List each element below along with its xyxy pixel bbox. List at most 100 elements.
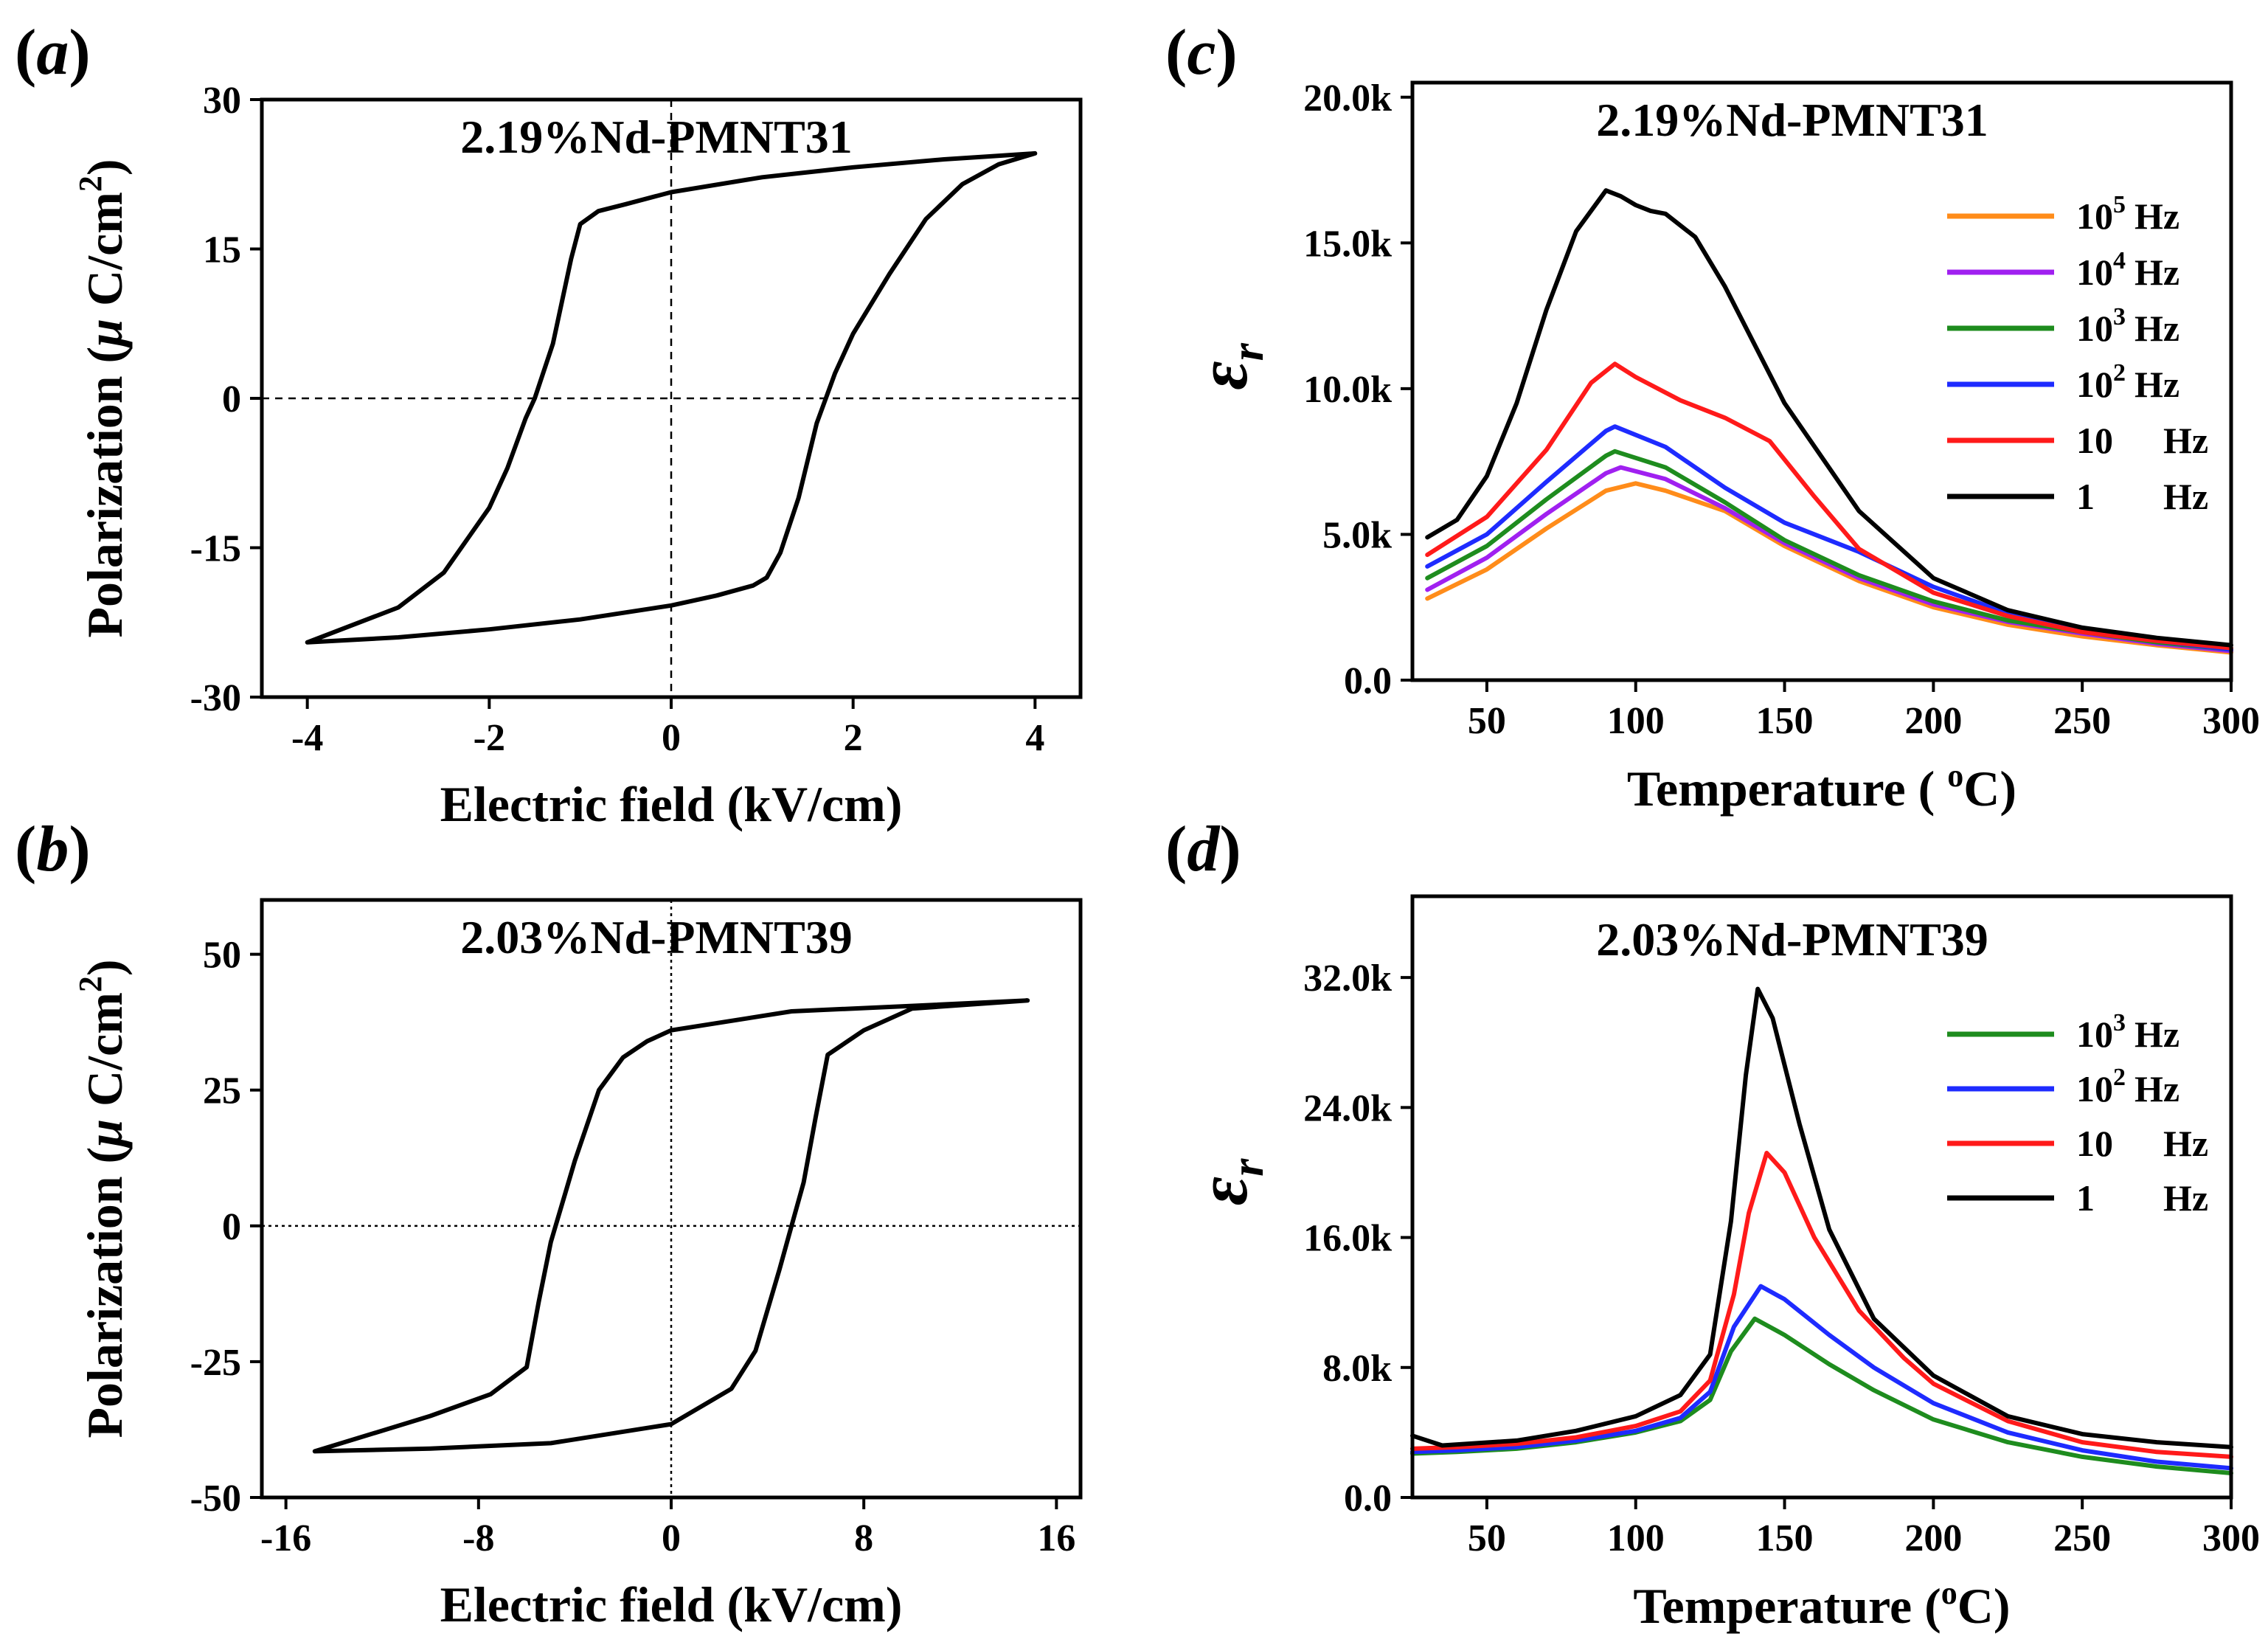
legend-exp: 3 <box>2113 303 2126 330</box>
y-axis-label: εr <box>1183 1158 1273 1205</box>
y-axis-label-mu: μ <box>77 1119 133 1149</box>
legend-label: 1 Hz <box>2076 476 2208 517</box>
y-axis-label-unit: C/cm <box>77 992 133 1119</box>
x-tick-label: 250 <box>2053 1517 2111 1559</box>
y-tick-label: -50 <box>190 1478 241 1520</box>
legend-exp: 2 <box>2113 359 2126 387</box>
panel-a: (a) -4 -2 0 2 4 -30 -15 0 15 30 2.19%Nd-PMNT31 Elect… <box>15 17 1083 832</box>
y-tick-label: 5.0k <box>1322 514 1392 556</box>
x-tick-label: 50 <box>1468 700 1506 742</box>
x-tick-label: 50 <box>1468 1517 1506 1559</box>
legend-label: 103 Hz <box>2076 1009 2179 1055</box>
x-axis-label: Temperature ( oC) <box>1627 758 2016 817</box>
legend-base: 10 <box>2076 1014 2113 1055</box>
y-tick-label: 10.0k <box>1303 369 1392 411</box>
y-axis-label-sup: 2 <box>72 976 108 992</box>
series-line-0 <box>1410 1316 2233 1475</box>
panel-c: (c) 50 100 150 200 250 300 0.0 5.0k 10.0k 15.0k 20.… <box>1165 17 2260 817</box>
panel-letter-close: ) <box>1216 17 1237 89</box>
panel-letter-open: ( <box>15 17 36 89</box>
y-axis-label-sup: 2 <box>72 176 108 192</box>
x-axis-label: Temperature (oC) <box>1633 1575 2010 1634</box>
y-tick-label: 50 <box>203 935 241 977</box>
plot-frame <box>1410 80 2233 682</box>
panel-letter: (d) <box>1165 814 1241 885</box>
series-line-0 <box>312 998 1030 1454</box>
legend-unit: Hz <box>2135 364 2179 405</box>
x-axis-label-sup: o <box>1941 1575 1957 1611</box>
x-axis-label-unit: C) <box>1957 1578 2011 1634</box>
y-axis-label-unit: C/cm <box>77 192 133 319</box>
y-tick-label: 16.0k <box>1303 1218 1392 1260</box>
chart-title: 2.03%Nd-PMNT39 <box>460 911 853 963</box>
series-line-1 <box>1410 1284 2233 1471</box>
y-tick-label: 25 <box>203 1070 241 1112</box>
x-tick-label: 0 <box>662 717 681 759</box>
legend-exp: 4 <box>2113 247 2126 274</box>
legend-unit: Hz <box>2135 1068 2179 1109</box>
legend-unit: Hz <box>2163 420 2208 461</box>
x-axis-label-main: Temperature ( <box>1633 1578 1941 1634</box>
legend-label: 102 Hz <box>2076 359 2179 405</box>
series-line-0 <box>305 150 1038 645</box>
panel-letter-close: ) <box>1219 814 1241 885</box>
y-axis-label-main: ε <box>1183 1177 1262 1205</box>
chart-title: 2.03%Nd-PMNT39 <box>1596 913 1988 966</box>
panel-letter-text: c <box>1187 17 1216 89</box>
y-axis-label-sub: r <box>1223 342 1273 361</box>
x-axis-label-unit: C) <box>1963 761 2016 817</box>
panel-b: (b) -16 -8 0 8 16 -50 -25 0 25 50 2.03%Nd-PMNT39 Ele… <box>15 814 1083 1632</box>
x-tick-label: 150 <box>1756 700 1814 742</box>
x-tick-label: 16 <box>1037 1517 1075 1559</box>
x-axis-label-sup: o <box>1947 758 1963 794</box>
plot-frame <box>1410 894 2233 1500</box>
legend-unit: Hz <box>2163 1123 2208 1164</box>
y-tick-label: 0.0 <box>1344 660 1392 702</box>
y-axis-label-close: ) <box>77 159 133 176</box>
panel-letter-text: b <box>36 814 69 885</box>
legend-label: 104 Hz <box>2076 247 2179 293</box>
legend-unit: Hz <box>2135 1014 2179 1055</box>
x-tick-label: 300 <box>2202 1517 2260 1559</box>
x-tick-label: 8 <box>854 1517 873 1559</box>
legend-exp: 3 <box>2113 1009 2126 1036</box>
x-axis-label: Electric field (kV/cm) <box>440 1576 903 1632</box>
x-tick-label: 100 <box>1607 1517 1665 1559</box>
y-tick-label: 0.0 <box>1344 1478 1392 1520</box>
x-axis-label-main: Temperature ( <box>1627 761 1947 817</box>
y-axis-label-close: ) <box>77 960 133 977</box>
x-tick-label: 150 <box>1756 1517 1814 1559</box>
y-tick-label: 24.0k <box>1303 1087 1392 1129</box>
y-tick-label: 15 <box>203 229 241 271</box>
x-tick-label: 250 <box>2053 700 2111 742</box>
legend-label: 103 Hz <box>2076 303 2179 349</box>
y-axis-label: Polarization (μ C/cm2) <box>72 960 133 1438</box>
y-tick-label: 8.0k <box>1322 1348 1392 1390</box>
x-tick-label: 300 <box>2202 700 2260 742</box>
legend-exp: 2 <box>2113 1064 2126 1091</box>
y-tick-label: 20.0k <box>1303 77 1392 120</box>
panel-letter-open: ( <box>15 814 36 885</box>
y-tick-label: 30 <box>203 80 241 122</box>
panel-d: (d)50 100 150 200 250 3000.08.0k16.0k24.0k32.… <box>1165 814 2260 1634</box>
legend-exp: 5 <box>2113 191 2126 218</box>
y-tick-label: -25 <box>190 1342 241 1384</box>
legend-unit: Hz <box>2135 195 2179 237</box>
legend-unit: Hz <box>2163 476 2208 517</box>
x-tick-label: 100 <box>1607 700 1665 742</box>
panel-letter-text: a <box>36 17 69 89</box>
legend-unit: Hz <box>2135 252 2179 293</box>
legend-label: 10 Hz <box>2076 420 2208 461</box>
legend-label: 10 Hz <box>2076 1123 2208 1164</box>
legend-base: 1 <box>2076 476 2095 517</box>
x-tick-label: 200 <box>1904 700 1962 742</box>
x-axis-label: Electric field (kV/cm) <box>440 776 903 832</box>
series-line-0 <box>1425 481 2233 655</box>
y-tick-label: 0 <box>222 1206 241 1248</box>
legend-label: 1 Hz <box>2076 1177 2208 1219</box>
x-tick-label: -4 <box>291 717 323 759</box>
series-line-3 <box>1410 986 2233 1450</box>
x-tick-label: 4 <box>1025 717 1044 759</box>
y-axis-label-main: Polarization ( <box>77 347 133 638</box>
